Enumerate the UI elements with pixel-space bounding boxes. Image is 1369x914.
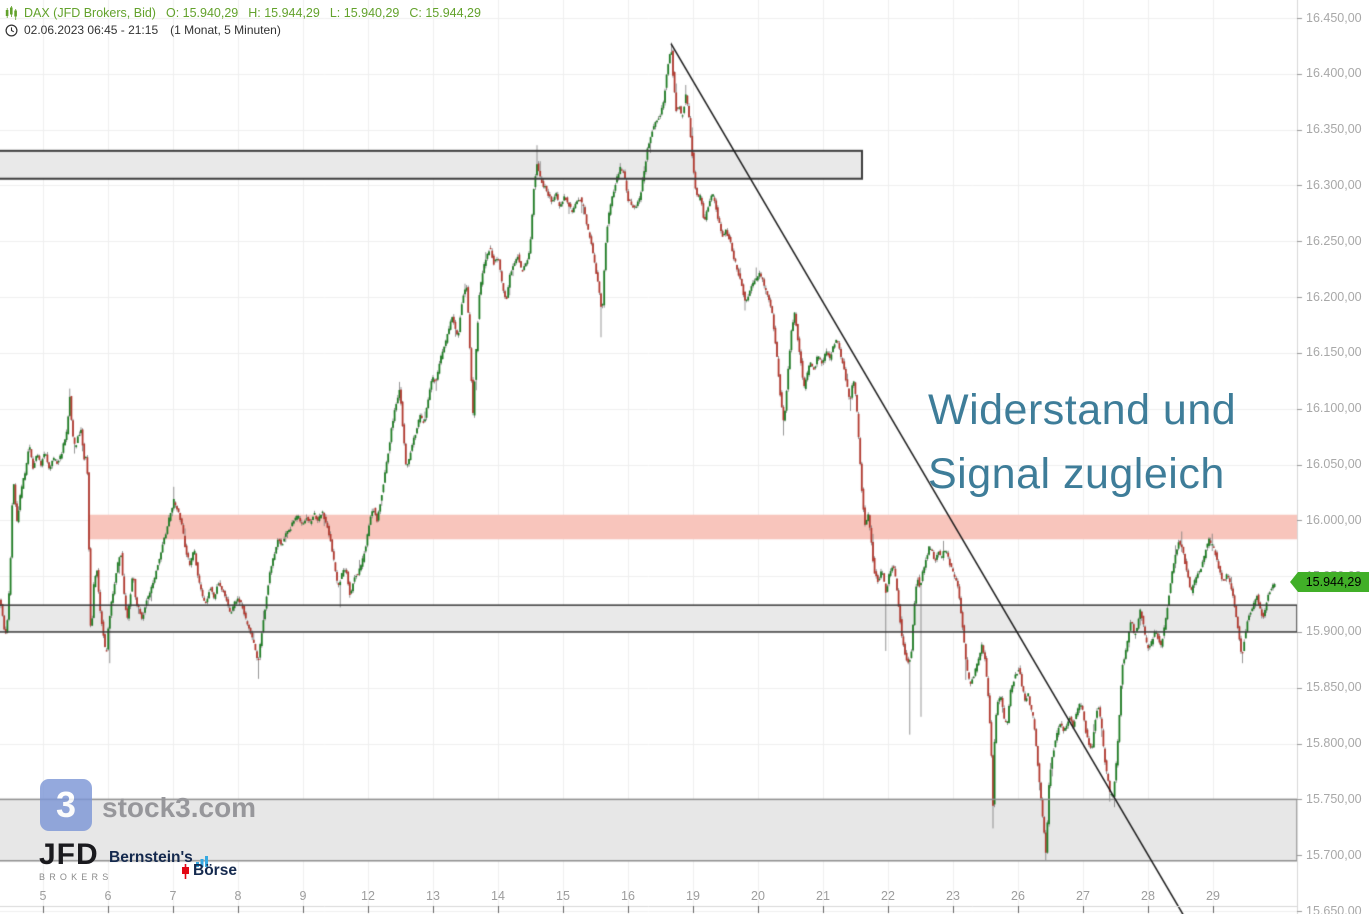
x-axis-label: 27 <box>1076 889 1090 903</box>
price-tag-arrow-icon <box>1290 572 1298 593</box>
y-axis-label: 16.400,00 <box>1306 66 1362 81</box>
x-axis-label: 14 <box>491 889 505 903</box>
red-candle-icon <box>181 863 190 879</box>
stock3-logo-glyph: 3 <box>55 784 77 825</box>
boerse-logo: Börse <box>181 862 237 880</box>
x-axis-label: 16 <box>621 889 635 903</box>
y-axis-label: 15.850,00 <box>1306 680 1362 695</box>
x-axis-label: 15 <box>556 889 570 903</box>
clock-icon <box>5 23 18 37</box>
y-axis-label: 16.300,00 <box>1306 177 1362 192</box>
y-axis-label: 16.100,00 <box>1306 401 1362 416</box>
jfd-logo-text: JFD <box>39 838 99 871</box>
stock3-site-text: stock3.com <box>102 792 257 823</box>
ohlc-low: L: 15.940,29 <box>329 6 400 20</box>
x-axis-label: 21 <box>816 889 830 903</box>
y-axis-label: 16.150,00 <box>1306 345 1362 360</box>
bernstein-logo-text: Bernstein's <box>109 849 193 866</box>
x-axis-label: 23 <box>946 889 960 903</box>
x-axis-label: 9 <box>299 889 307 903</box>
x-axis-label: 7 <box>169 889 177 903</box>
y-axis-label: 16.350,00 <box>1306 122 1362 137</box>
x-axis-label: 8 <box>234 889 242 903</box>
date-range: 02.06.2023 06:45 - 21:15 <box>24 23 159 37</box>
bernstein-logo: Bernstein's <box>109 849 209 867</box>
y-axis[interactable]: 16.450,00 16.400,00 16.350,00 16.300,00 16.2… <box>1297 0 1369 914</box>
y-axis-label: 15.800,00 <box>1306 736 1362 751</box>
x-axis-label: 28 <box>1141 889 1155 903</box>
instrument-title: DAX (JFD Brokers, Bid) <box>24 6 156 20</box>
x-axis[interactable]: 5 6 7 8 9 12 13 14 15 16 19 20 21 22 23 26 27 28 29 <box>0 886 1297 914</box>
boerse-logo-text: Börse <box>193 862 237 879</box>
y-axis-label: 16.050,00 <box>1306 457 1362 471</box>
stock3-logo: 3 <box>40 779 92 831</box>
timeframe: (1 Monat, 5 Minuten) <box>170 23 281 37</box>
ohlc-open: O: 15.940,29 <box>165 6 239 20</box>
ohlc-high: H: 15.944,29 <box>248 6 320 20</box>
y-axis-label: 15.900,00 <box>1306 624 1362 639</box>
x-axis-label: 22 <box>881 889 895 903</box>
last-price-value: 15.944,29 <box>1305 575 1362 590</box>
bar-chart-icon <box>195 854 209 867</box>
x-axis-label: 13 <box>426 889 440 903</box>
x-axis-label: 6 <box>104 889 112 903</box>
jfd-brokers-logo: JFD BROKERS <box>39 838 113 883</box>
x-axis-label: 26 <box>1011 889 1025 903</box>
x-axis-label: 19 <box>686 889 700 903</box>
candlestick-icon <box>5 6 18 20</box>
annotation-line1: Widerstand und <box>928 386 1237 434</box>
y-axis-label: 15.750,00 <box>1306 791 1362 806</box>
annotation-text: Widerstand und Signal zugleich <box>928 378 1236 506</box>
x-axis-label: 5 <box>39 889 47 903</box>
y-axis-label: 15.650,00 <box>1306 903 1362 914</box>
x-axis-label: 20 <box>751 889 765 903</box>
y-axis-label: 15.700,00 <box>1306 847 1362 862</box>
jfd-logo-subtext: BROKERS <box>39 872 113 882</box>
chart-header: DAX (JFD Brokers, Bid) O: 15.940,29 H: 1… <box>5 5 485 38</box>
x-axis-label: 29 <box>1206 889 1220 903</box>
y-axis-label: 16.250,00 <box>1306 233 1362 248</box>
x-axis-label: 12 <box>361 889 375 903</box>
ohlc-close: C: 15.944,29 <box>409 6 481 20</box>
annotation-line2: Signal zugleich <box>928 450 1225 498</box>
y-axis-label: 16.450,00 <box>1306 10 1362 25</box>
last-price-tag: 15.944,29 <box>1290 572 1369 593</box>
y-axis-label: 16.000,00 <box>1306 512 1362 527</box>
y-axis-label: 16.200,00 <box>1306 289 1362 304</box>
